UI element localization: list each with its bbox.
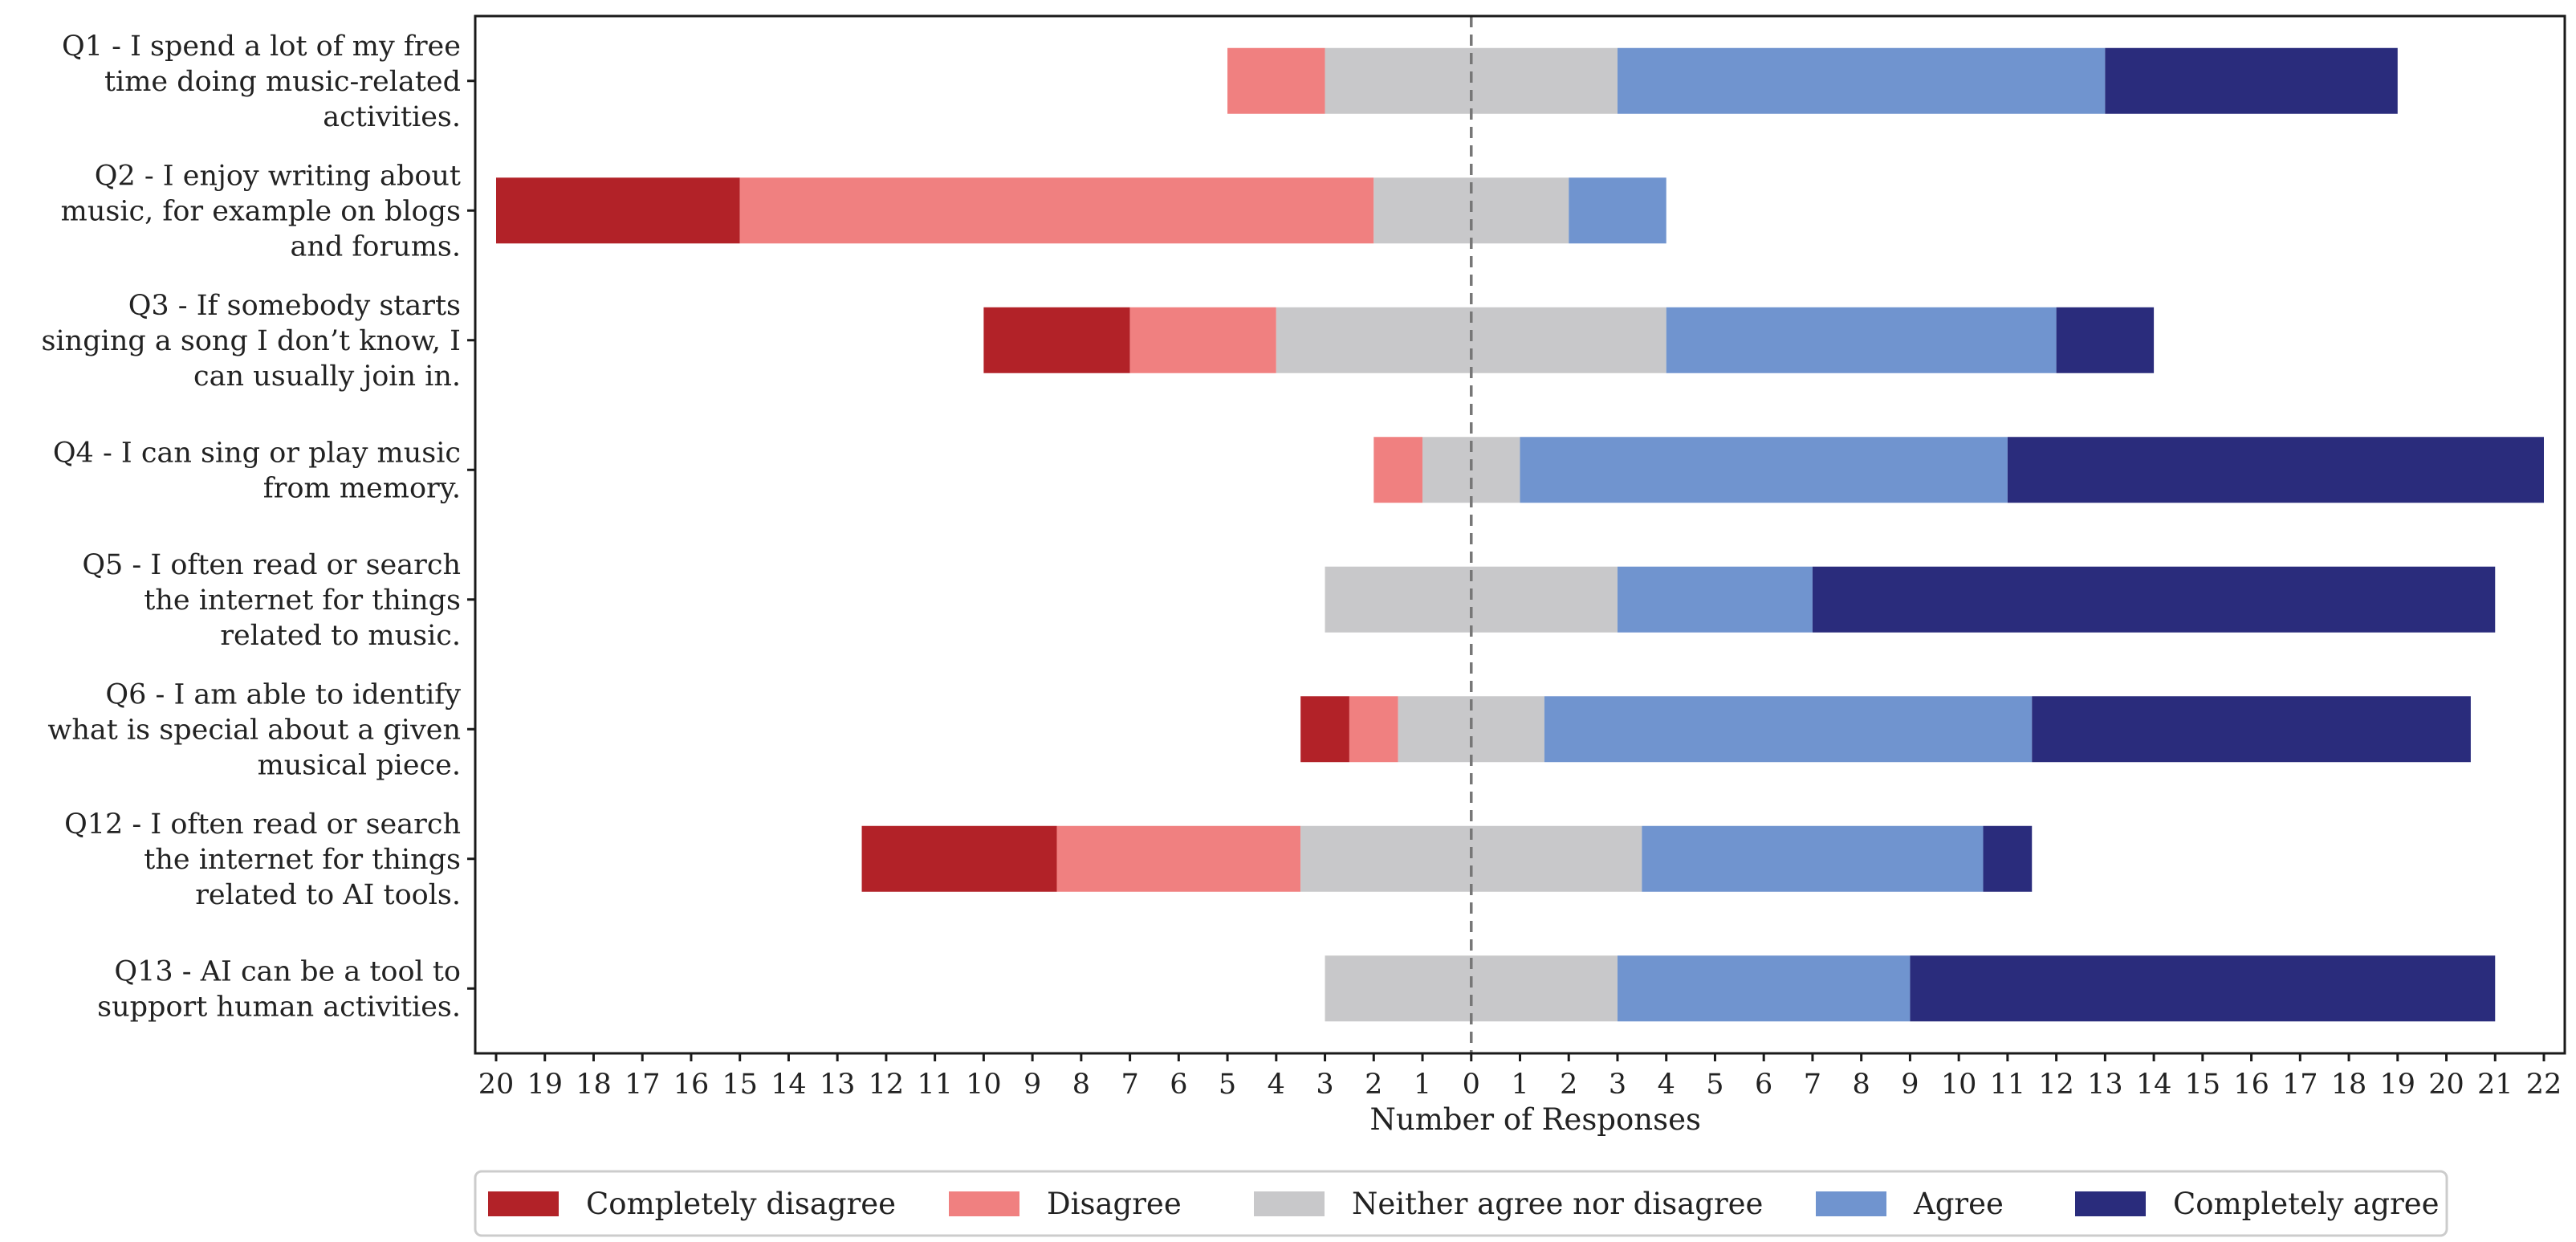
x-tick-label: 5 (1219, 1069, 1236, 1101)
x-tick-label: 19 (2380, 1069, 2416, 1101)
x-tick-label: 8 (1072, 1069, 1090, 1101)
x-tick-label: 16 (674, 1069, 710, 1101)
legend-label-completely-agree: Completely agree (2173, 1187, 2440, 1221)
x-tick-label: 10 (1941, 1069, 1977, 1101)
question-label-7: Q12 - I often read or search the internet… (64, 808, 461, 911)
x-tick-label: 10 (966, 1069, 1002, 1101)
question-label-2: Q2 - I enjoy writing about music, for exa… (61, 160, 461, 263)
bar-completely-agree-q8 (1910, 955, 2496, 1022)
question-label-4: Q4 - I can sing or play music from memory… (53, 437, 461, 504)
legend-label-disagree: Disagree (1047, 1187, 1182, 1221)
legend-box (474, 1170, 2448, 1237)
question-label-8: Q13 - AI can be a tool to support human a… (97, 955, 461, 1023)
x-tick-label: 13 (2087, 1069, 2123, 1101)
bar-completely-agree-q7 (1983, 825, 2033, 892)
x-tick-label: 14 (771, 1069, 807, 1101)
bar-agree-q8 (1617, 955, 1911, 1022)
legend-label-agree: Agree (1913, 1187, 2004, 1221)
x-tick-label: 3 (1316, 1069, 1333, 1101)
legend-swatch-disagree (949, 1191, 1019, 1216)
x-tick-label: 1 (1414, 1069, 1431, 1101)
bar-disagree-q1 (1227, 47, 1325, 114)
x-tick-label: 4 (1268, 1069, 1285, 1101)
x-tick-label: 5 (1706, 1069, 1723, 1101)
bar-completely-disagree-q2 (496, 177, 740, 244)
bar-agree-q7 (1642, 825, 1984, 892)
plot-frame (474, 14, 2566, 1055)
x-tick-label: 17 (2282, 1069, 2318, 1101)
question-labels: Q1 - I spend a lot of my free time doing … (42, 31, 475, 1023)
bar-disagree-q4 (1373, 437, 1423, 503)
x-tick-label: 2 (1560, 1069, 1577, 1101)
bar-layer (496, 47, 2544, 1022)
bar-agree-q1 (1617, 47, 2106, 114)
x-tick-label: 15 (2185, 1069, 2221, 1101)
x-tick-label: 0 (1463, 1069, 1480, 1101)
question-label-6: Q6 - I am able to identify what is specia… (47, 678, 461, 781)
bar-agree-q6 (1544, 696, 2033, 763)
bar-agree-q4 (1520, 437, 2008, 503)
x-tick-label: 9 (1023, 1069, 1041, 1101)
bar-completely-agree-q5 (1812, 566, 2496, 633)
bar-completely-agree-q4 (2007, 437, 2544, 503)
x-tick-label: 21 (2477, 1069, 2513, 1101)
x-axis-title: Number of Responses (1370, 1102, 1701, 1137)
bar-disagree-q7 (1056, 825, 1301, 892)
bar-agree-q5 (1617, 566, 1813, 633)
bar-disagree-q6 (1349, 696, 1398, 763)
bar-completely-agree-q3 (2056, 307, 2155, 373)
legend-label-completely-disagree: Completely disagree (586, 1187, 896, 1221)
legend-swatch-completely-disagree (488, 1191, 559, 1216)
x-tick-label: 9 (1901, 1069, 1919, 1101)
x-tick-label: 8 (1853, 1069, 1870, 1101)
x-tick-label: 19 (527, 1069, 563, 1101)
x-tick-label: 14 (2136, 1069, 2172, 1101)
legend-label-neither-agree-nor-disagree: Neither agree nor disagree (1352, 1187, 1763, 1221)
bar-completely-agree-q6 (2032, 696, 2471, 763)
bar-disagree-q2 (739, 177, 1374, 244)
bar-completely-disagree-q7 (861, 825, 1057, 892)
x-tick-label: 1 (1511, 1069, 1528, 1101)
x-tick-label: 7 (1121, 1069, 1138, 1101)
question-label-3: Q3 - If somebody starts singing a song I … (42, 290, 461, 393)
x-tick-label: 6 (1755, 1069, 1772, 1101)
x-tick-label: 7 (1804, 1069, 1821, 1101)
x-axis: 20 19 18 17 16 15 14 13 12 11 10 9 8 7 6 5 4 3 2 1 0 1 2 3 4 5 6 7 8… (478, 1053, 2562, 1101)
x-tick-label: 16 (2233, 1069, 2269, 1101)
x-tick-label: 2 (1365, 1069, 1382, 1101)
legend: Completely disagree Disagree Neither agree… (474, 1170, 2448, 1237)
legend-swatch-agree (1816, 1191, 1886, 1216)
x-tick-label: 11 (1990, 1069, 2026, 1101)
bar-completely-agree-q1 (2105, 47, 2398, 114)
bar-agree-q2 (1569, 177, 1666, 244)
x-tick-label: 4 (1658, 1069, 1675, 1101)
x-tick-label: 17 (625, 1069, 661, 1101)
bar-completely-disagree-q6 (1300, 696, 1349, 763)
x-tick-label: 18 (2331, 1069, 2367, 1101)
bar-agree-q3 (1666, 307, 2057, 373)
x-tick-label: 12 (2038, 1069, 2074, 1101)
x-tick-label: 20 (2428, 1069, 2464, 1101)
legend-swatch-completely-agree (2075, 1191, 2146, 1216)
legend-swatch-neither-agree-nor-disagree (1254, 1191, 1325, 1216)
question-label-5: Q5 - I often read or search the internet … (82, 549, 461, 652)
x-tick-label: 20 (478, 1069, 515, 1101)
bar-disagree-q3 (1129, 307, 1276, 373)
question-label-1: Q1 - I spend a lot of my free time doing … (62, 31, 461, 133)
x-tick-label: 22 (2526, 1069, 2562, 1101)
x-tick-label: 11 (917, 1069, 953, 1101)
x-tick-label: 13 (820, 1069, 856, 1101)
x-tick-label: 15 (722, 1069, 758, 1101)
x-tick-label: 3 (1609, 1069, 1626, 1101)
x-tick-label: 6 (1170, 1069, 1187, 1101)
x-tick-label: 18 (576, 1069, 612, 1101)
bar-completely-disagree-q3 (983, 307, 1130, 373)
x-tick-label: 12 (869, 1069, 905, 1101)
